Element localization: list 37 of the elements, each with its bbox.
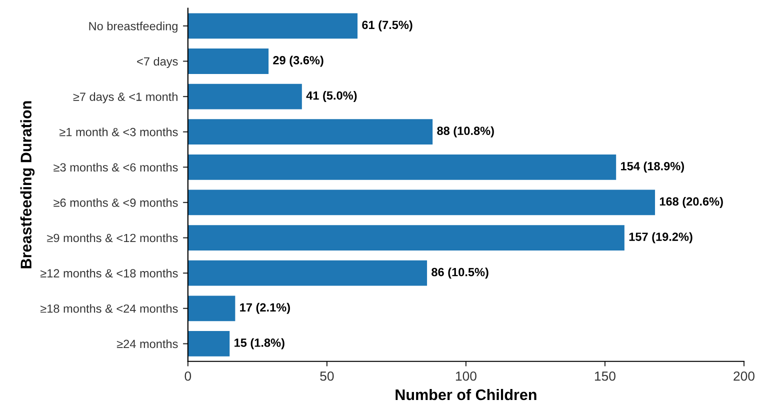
bar [188, 13, 358, 39]
bar [188, 119, 433, 145]
y-tick-label: ≥6 months & <9 months [54, 198, 178, 207]
y-tick-label: ≥3 months & <6 months [54, 162, 178, 172]
bar [188, 84, 302, 110]
bar [188, 154, 616, 180]
y-tick-label: ≥9 months & <12 months [47, 234, 178, 242]
y-tick-label: No breastfeeding [89, 22, 178, 33]
y-tick-label: ≥7 days & <1 month [73, 92, 178, 104]
data-label: 157 (19.2%) [629, 232, 692, 244]
x-tick-label: 200 [734, 371, 754, 381]
x-tick-label: 150 [594, 371, 616, 381]
bar [188, 48, 269, 74]
data-label: 154 (18.9%) [621, 162, 684, 173]
x-axis-title: Number of Children [396, 388, 536, 400]
data-label: 17 (2.1%) [240, 302, 290, 314]
y-tick-label: ≥1 month & <3 months [60, 128, 178, 136]
bar [188, 296, 236, 322]
data-label: 29 (3.6%) [273, 56, 324, 67]
x-tick-label: 0 [184, 371, 192, 381]
data-label: 61 (7.5%) [362, 20, 412, 32]
y-tick-label: ≥18 months & <24 months [40, 304, 178, 313]
y-tick-label: <7 days [137, 56, 178, 68]
y-tick-label: ≥12 months & <18 months [40, 268, 178, 278]
data-label: 15 (1.8%) [234, 338, 284, 350]
bar [188, 225, 624, 250]
bar [188, 260, 428, 286]
data-label: 41 (5.0%) [306, 91, 357, 102]
data-label: 168 (20.6%) [660, 196, 723, 208]
x-tick-label: 100 [456, 371, 476, 381]
data-label: 86 (10.5%) [432, 268, 488, 279]
bar [188, 190, 656, 216]
data-label: 88 (10.8%) [437, 126, 494, 138]
x-tick-label: 50 [320, 371, 334, 381]
y-axis-title: Breastfeeding Duration [20, 101, 35, 268]
y-tick-label: ≥24 months [116, 339, 178, 348]
bar [188, 331, 230, 356]
